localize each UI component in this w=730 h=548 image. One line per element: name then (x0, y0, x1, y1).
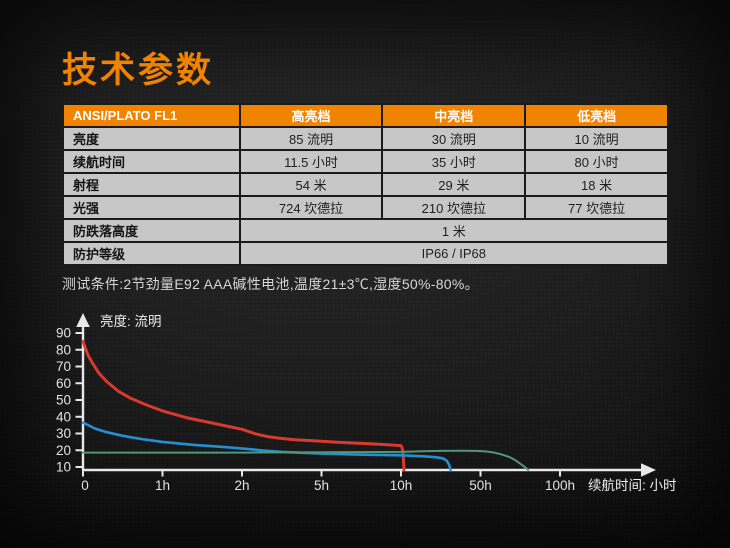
y-tick-label: 70 (56, 359, 71, 374)
test-conditions-note: 测试条件:2节劲量E92 AAA碱性电池,温度21±3℃,湿度50%-80%。 (62, 276, 479, 292)
y-tick-label: 10 (56, 460, 71, 475)
table-row: 射程 54 米 29 米 18 米 (62, 172, 669, 197)
table-cell: 210 坎德拉 (381, 195, 527, 220)
table-header-standard: ANSI/PLATO FL1 (62, 103, 241, 128)
table-cell: 10 流明 (524, 126, 669, 151)
row-label: 防跌落高度 (62, 218, 241, 243)
x-axis-title: 续航时间: 小时 (588, 478, 677, 493)
series-curve-高亮档 (81, 339, 406, 472)
table-row: ANSI/PLATO FL1 高亮档 中亮档 低亮档 (62, 103, 669, 128)
x-tick-label: 2h (234, 478, 249, 493)
series-curve-中亮档 (81, 421, 453, 472)
table-cell: 77 坎德拉 (524, 195, 669, 220)
row-label: 亮度 (62, 126, 241, 151)
x-tick-label: 50h (469, 478, 492, 493)
table-header-mode: 高亮档 (238, 103, 384, 128)
y-tick-label: 50 (56, 393, 71, 408)
spec-table: ANSI/PLATO FL1 高亮档 中亮档 低亮档 亮度 85 流明 30 流明 10 流… (62, 103, 670, 266)
table-cell: 11.5 小时 (238, 149, 384, 174)
row-label: 防护等级 (62, 241, 241, 266)
table-cell: 85 流明 (238, 126, 384, 151)
table-row: 光强 724 坎德拉 210 坎德拉 77 坎德拉 (62, 195, 669, 220)
x-tick-label: 100h (545, 478, 575, 493)
runtime-chart: 10 20 30 40 50 60 70 80 90 0 1h 2h 5h 10h 50h 100h 亮度: 流… (0, 300, 730, 548)
y-tick-label: 80 (56, 342, 71, 357)
row-label: 光强 (62, 195, 241, 220)
table-header-mode: 低亮档 (524, 103, 669, 128)
table-cell: 35 小时 (381, 149, 527, 174)
table-cell: 1 米 (238, 218, 670, 243)
x-axis-arrow-icon (641, 463, 656, 477)
x-tick-label: 0 (81, 478, 89, 493)
x-tick-label: 5h (314, 478, 329, 493)
spec-table-body: 亮度 85 流明 30 流明 10 流明 续航时间 11.5 小时 35 小时 80 小时 射程… (62, 126, 670, 266)
y-tick-label: 60 (56, 376, 71, 391)
table-row: 续航时间 11.5 小时 35 小时 80 小时 (62, 149, 669, 174)
spec-table-header-row: ANSI/PLATO FL1 高亮档 中亮档 低亮档 (62, 103, 669, 128)
y-axis-title: 亮度: 流明 (100, 313, 162, 329)
table-header-mode: 中亮档 (381, 103, 527, 128)
table-cell: IP66 / IP68 (238, 241, 670, 266)
table-cell: 80 小时 (524, 149, 669, 174)
series-curve-低亮档 (82, 449, 530, 471)
table-row: 防护等级 IP66 / IP68 (62, 241, 670, 266)
row-label: 续航时间 (62, 149, 241, 174)
table-cell: 54 米 (238, 172, 384, 197)
y-tick-label: 30 (56, 426, 71, 441)
row-label: 射程 (62, 172, 241, 197)
x-tick-label: 1h (155, 478, 170, 493)
y-tick-label: 20 (56, 443, 71, 458)
table-row: 防跌落高度 1 米 (62, 218, 670, 243)
y-tick-label: 90 (56, 326, 71, 341)
table-cell: 724 坎德拉 (238, 195, 384, 220)
x-tick-label: 10h (390, 478, 413, 493)
table-cell: 29 米 (381, 172, 527, 197)
table-cell: 18 米 (524, 172, 669, 197)
y-axis-arrow-icon (76, 313, 90, 327)
table-row: 亮度 85 流明 30 流明 10 流明 (62, 126, 669, 151)
table-cell: 30 流明 (381, 126, 527, 151)
y-tick-label: 40 (56, 409, 71, 424)
page-title: 技术参数 (62, 51, 215, 90)
